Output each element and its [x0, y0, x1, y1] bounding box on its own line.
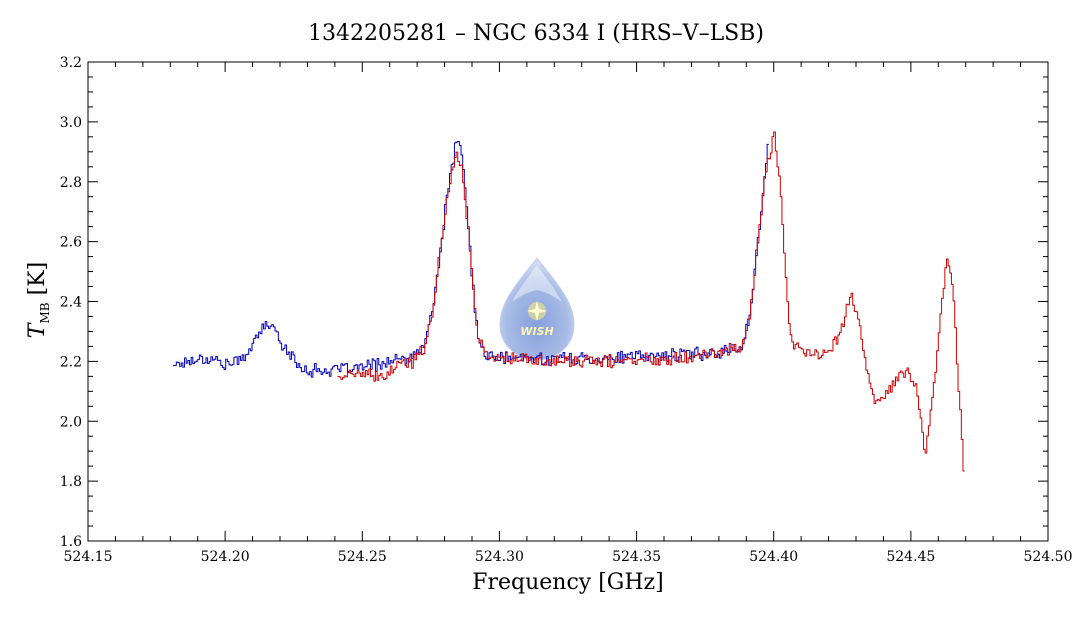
y-tick-label: 3.2: [60, 55, 82, 71]
axis-ticks: [87, 61, 1049, 542]
x-tick-label: 524.40: [749, 549, 798, 565]
x-tick-label: 524.35: [612, 549, 661, 565]
spectrum-series-2: [337, 131, 965, 472]
y-tick-label: 1.8: [60, 474, 82, 490]
y-tick-label: 2.8: [60, 175, 82, 191]
y-tick-label: 3.0: [60, 115, 82, 131]
y-tick-labels: 1.6 1.8 2.0 2.2 2.4 2.6 2.8 3.0 3.2: [60, 55, 82, 550]
x-tick-label: 524.45: [886, 549, 935, 565]
y-tick-label: 1.6: [60, 534, 82, 550]
y-tick-label: 2.2: [60, 354, 82, 370]
x-tick-label: 524.25: [338, 549, 387, 565]
x-tick-label: 524.30: [475, 549, 524, 565]
y-axis-label: TMB [K]: [25, 262, 52, 338]
x-tick-label: 524.15: [64, 549, 113, 565]
x-tick-label: 524.20: [201, 549, 250, 565]
x-tick-label: 524.50: [1024, 549, 1072, 565]
svg-text:WISH: WISH: [520, 325, 553, 338]
x-axis-label: Frequency [GHz]: [472, 570, 664, 595]
x-tick-labels: 524.15 524.20 524.25 524.30 524.35 524.40 524.…: [64, 549, 1072, 565]
y-tick-label: 2.4: [60, 295, 82, 311]
series-layer: [173, 131, 965, 472]
y-tick-label: 2.6: [60, 235, 82, 251]
y-tick-label: 2.0: [60, 414, 82, 430]
chart-title: 1342205281 – NGC 6334 I (HRS–V–LSB): [308, 21, 764, 46]
wish-logo: WISH: [499, 257, 575, 361]
